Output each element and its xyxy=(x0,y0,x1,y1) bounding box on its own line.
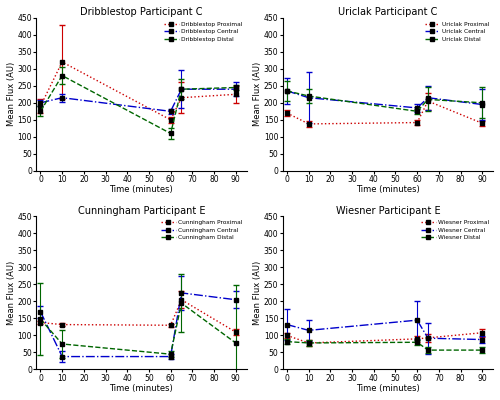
Title: Cunningham Participant E: Cunningham Participant E xyxy=(78,206,205,216)
X-axis label: Time (minutes): Time (minutes) xyxy=(356,384,420,393)
Y-axis label: Mean Flux (AU): Mean Flux (AU) xyxy=(7,62,16,126)
Y-axis label: Mean Flux (AU): Mean Flux (AU) xyxy=(254,62,262,126)
X-axis label: Time (minutes): Time (minutes) xyxy=(356,186,420,194)
Legend: Uriclak Proximal, Uriclak Central, Uriclak Distal: Uriclak Proximal, Uriclak Central, Uricl… xyxy=(424,21,490,43)
Title: Uriclak Participant C: Uriclak Participant C xyxy=(338,7,438,17)
X-axis label: Time (minutes): Time (minutes) xyxy=(110,186,173,194)
Title: Wiesner Participant E: Wiesner Participant E xyxy=(336,206,440,216)
Legend: Cunningham Proximal, Cunningham Central, Cunningham Distal: Cunningham Proximal, Cunningham Central,… xyxy=(160,219,244,242)
Y-axis label: Mean Flux (AU): Mean Flux (AU) xyxy=(254,261,262,325)
Legend: Dribblestop Proximal, Dribblestop Central, Dribblestop Distal: Dribblestop Proximal, Dribblestop Centra… xyxy=(163,21,244,43)
Title: Dribblestop Participant C: Dribblestop Participant C xyxy=(80,7,202,17)
Legend: Wiesner Proximal, Wiesner Central, Wiesner Distal: Wiesner Proximal, Wiesner Central, Wiesn… xyxy=(420,219,490,242)
Y-axis label: Mean Flux (AU): Mean Flux (AU) xyxy=(7,261,16,325)
X-axis label: Time (minutes): Time (minutes) xyxy=(110,384,173,393)
